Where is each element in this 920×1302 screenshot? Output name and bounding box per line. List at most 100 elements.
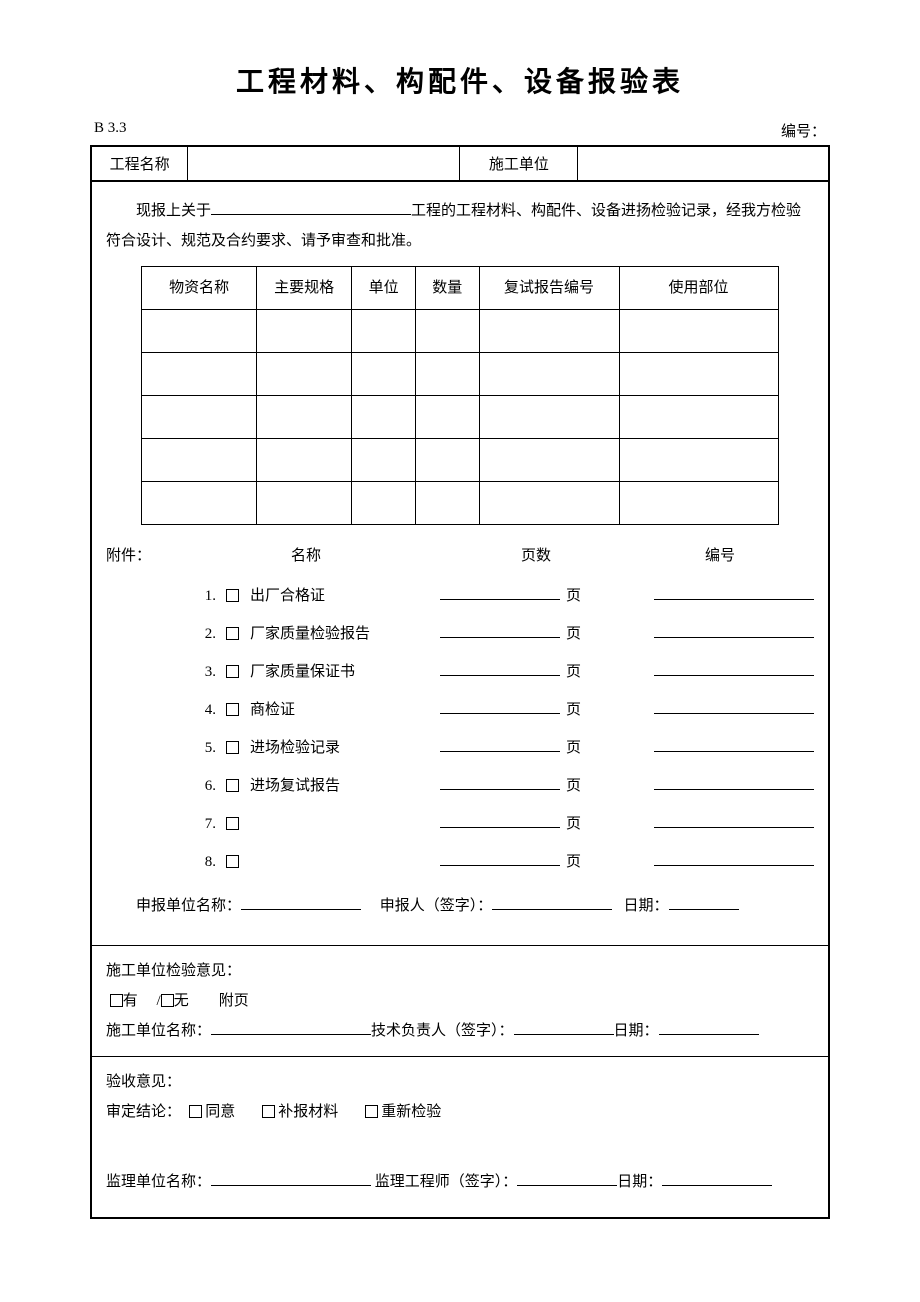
- attachments-col-name: 名称: [166, 541, 446, 571]
- checkbox-recheck[interactable]: [365, 1105, 378, 1118]
- materials-cell[interactable]: [479, 439, 619, 482]
- attachment-code-blank[interactable]: [654, 813, 814, 828]
- materials-cell[interactable]: [142, 482, 257, 525]
- attachment-num: 7.: [106, 809, 226, 839]
- intro-blank[interactable]: [211, 200, 411, 215]
- attachment-code-blank[interactable]: [654, 585, 814, 600]
- serial-label: 编号：: [781, 120, 826, 141]
- supervisor-engineer-label: 监理工程师（签字）：: [375, 1174, 518, 1190]
- contractor-date-blank[interactable]: [659, 1020, 759, 1035]
- attachment-checkbox[interactable]: [226, 695, 250, 725]
- attachment-checkbox[interactable]: [226, 809, 250, 839]
- attachment-pages-blank[interactable]: [440, 585, 560, 600]
- attachment-name: 出厂合格证: [250, 581, 410, 611]
- attachment-checkbox[interactable]: [226, 581, 250, 611]
- materials-cell[interactable]: [415, 353, 479, 396]
- applicant-blank[interactable]: [492, 895, 612, 910]
- opt-supplement: 补报材料: [278, 1104, 338, 1120]
- materials-table: 物资名称主要规格单位数量复试报告编号使用部位: [141, 266, 778, 525]
- attachment-code-blank[interactable]: [654, 851, 814, 866]
- attachment-pages-blank[interactable]: [440, 661, 560, 676]
- materials-cell[interactable]: [415, 396, 479, 439]
- materials-cell[interactable]: [619, 310, 778, 353]
- attachment-row: 1.出厂合格证页: [106, 577, 814, 615]
- attachment-row: 4.商检证页: [106, 691, 814, 729]
- project-name-value[interactable]: [188, 147, 460, 181]
- attachment-name: 厂家质量保证书: [250, 657, 410, 687]
- contractor-value[interactable]: [578, 147, 828, 181]
- materials-cell[interactable]: [619, 353, 778, 396]
- materials-cell[interactable]: [479, 482, 619, 525]
- attachment-pages-blank[interactable]: [440, 623, 560, 638]
- materials-cell[interactable]: [142, 310, 257, 353]
- materials-cell[interactable]: [619, 439, 778, 482]
- attachment-pages-blank[interactable]: [440, 775, 560, 790]
- materials-cell[interactable]: [415, 482, 479, 525]
- materials-cell[interactable]: [142, 396, 257, 439]
- attachment-pages-blank[interactable]: [440, 813, 560, 828]
- attachment-code-blank[interactable]: [654, 699, 814, 714]
- attachment-page-unit: 页: [560, 809, 600, 839]
- attachment-page-unit: 页: [560, 695, 600, 725]
- materials-cell[interactable]: [619, 396, 778, 439]
- page-title: 工程材料、构配件、设备报验表: [90, 60, 830, 100]
- attachment-pages-blank[interactable]: [440, 737, 560, 752]
- supervisor-unit-label: 监理单位名称：: [106, 1174, 211, 1190]
- attachment-code-blank[interactable]: [654, 775, 814, 790]
- materials-cell[interactable]: [256, 310, 351, 353]
- materials-cell[interactable]: [256, 353, 351, 396]
- opt-recheck: 重新检验: [381, 1104, 441, 1120]
- checkbox-agree[interactable]: [189, 1105, 202, 1118]
- attachments-col-pages: 页数: [446, 541, 626, 571]
- applicant-line: 申报单位名称： 申报人（签字）： 日期：: [106, 891, 814, 921]
- attachment-code-blank[interactable]: [654, 661, 814, 676]
- attachment-checkbox[interactable]: [226, 771, 250, 801]
- materials-cell[interactable]: [352, 310, 416, 353]
- attachment-checkbox[interactable]: [226, 657, 250, 687]
- applicant-date-blank[interactable]: [669, 895, 739, 910]
- contractor-unit-blank[interactable]: [211, 1020, 371, 1035]
- form-code: B 3.3: [94, 120, 127, 141]
- attachments-header: 附件： 名称 页数 编号: [106, 537, 814, 577]
- attachment-name: 商检证: [250, 695, 410, 725]
- checkbox-supplement[interactable]: [262, 1105, 275, 1118]
- attachment-row: 3.厂家质量保证书页: [106, 653, 814, 691]
- attachment-code-blank[interactable]: [654, 623, 814, 638]
- checkbox-none[interactable]: [161, 994, 174, 1007]
- materials-cell[interactable]: [619, 482, 778, 525]
- checkbox-has[interactable]: [110, 994, 123, 1007]
- attachment-page-unit: 页: [560, 771, 600, 801]
- conclusion-label: 审定结论：: [106, 1104, 181, 1120]
- acceptance-date-label: 日期：: [617, 1174, 662, 1190]
- materials-cell[interactable]: [256, 396, 351, 439]
- attachment-num: 6.: [106, 771, 226, 801]
- attachment-pages-blank[interactable]: [440, 851, 560, 866]
- acceptance-date-blank[interactable]: [662, 1171, 772, 1186]
- attachment-page-unit: 页: [560, 733, 600, 763]
- materials-cell[interactable]: [352, 353, 416, 396]
- supervisor-engineer-blank[interactable]: [517, 1171, 617, 1186]
- materials-cell[interactable]: [256, 439, 351, 482]
- materials-cell[interactable]: [479, 353, 619, 396]
- supervisor-unit-blank[interactable]: [211, 1171, 371, 1186]
- contractor-opinion-title: 施工单位检验意见：: [106, 956, 814, 986]
- materials-cell[interactable]: [352, 439, 416, 482]
- applicant-unit-blank[interactable]: [241, 895, 361, 910]
- attachment-checkbox[interactable]: [226, 847, 250, 877]
- materials-cell[interactable]: [352, 482, 416, 525]
- materials-cell[interactable]: [415, 439, 479, 482]
- attachment-num: 1.: [106, 581, 226, 611]
- materials-cell[interactable]: [256, 482, 351, 525]
- materials-cell[interactable]: [415, 310, 479, 353]
- attachment-checkbox[interactable]: [226, 733, 250, 763]
- materials-cell[interactable]: [352, 396, 416, 439]
- attachment-checkbox[interactable]: [226, 619, 250, 649]
- materials-cell[interactable]: [142, 353, 257, 396]
- materials-cell[interactable]: [142, 439, 257, 482]
- materials-cell[interactable]: [479, 396, 619, 439]
- attachment-pages-blank[interactable]: [440, 699, 560, 714]
- tech-blank[interactable]: [514, 1020, 614, 1035]
- applicant-unit-label: 申报单位名称：: [136, 898, 241, 914]
- attachment-code-blank[interactable]: [654, 737, 814, 752]
- materials-cell[interactable]: [479, 310, 619, 353]
